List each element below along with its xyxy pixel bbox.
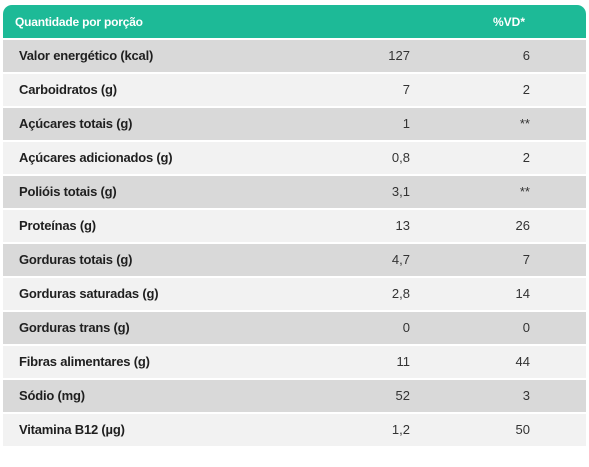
table-row: Vitamina B12 (µg) 1,2 50 bbox=[3, 412, 586, 446]
table-header: Quantidade por porção %VD* bbox=[3, 5, 586, 38]
nutrient-quantity: 11 bbox=[396, 354, 411, 369]
nutrient-daily-value: 44 bbox=[515, 354, 530, 369]
nutrient-name: Valor energético (kcal) bbox=[19, 48, 154, 63]
nutrient-quantity: 0 bbox=[402, 320, 410, 335]
table-row: Gorduras trans (g) 0 0 bbox=[3, 310, 586, 344]
table-row: Carboidratos (g) 7 2 bbox=[3, 72, 586, 106]
table-row: Açúcares totais (g) 1 ** bbox=[3, 106, 586, 140]
nutrient-name: Proteínas (g) bbox=[19, 218, 96, 233]
nutrient-daily-value: ** bbox=[519, 184, 530, 199]
nutrient-name: Carboidratos (g) bbox=[19, 82, 117, 97]
nutrient-daily-value: 6 bbox=[522, 48, 530, 63]
nutrient-quantity: 3,1 bbox=[391, 184, 410, 199]
nutrient-daily-value: 14 bbox=[515, 286, 530, 301]
nutrient-name: Gorduras totais (g) bbox=[19, 252, 133, 267]
nutrient-name: Vitamina B12 (µg) bbox=[19, 422, 125, 437]
nutrient-name: Fibras alimentares (g) bbox=[19, 354, 150, 369]
nutrition-table: Quantidade por porção %VD* Valor energét… bbox=[3, 5, 586, 446]
table-row: Açúcares adicionados (g) 0,8 2 bbox=[3, 140, 586, 174]
nutrient-quantity: 127 bbox=[388, 48, 410, 63]
nutrient-daily-value: ** bbox=[519, 116, 530, 131]
table-row: Valor energético (kcal) 127 6 bbox=[3, 38, 586, 72]
nutrient-daily-value: 26 bbox=[515, 218, 530, 233]
nutrient-quantity: 0,8 bbox=[391, 150, 410, 165]
nutrient-daily-value: 3 bbox=[522, 388, 530, 403]
nutrient-quantity: 13 bbox=[395, 218, 410, 233]
nutrient-quantity: 7 bbox=[402, 82, 410, 97]
table-row: Gorduras totais (g) 4,7 7 bbox=[3, 242, 586, 276]
nutrient-name: Açúcares adicionados (g) bbox=[19, 150, 173, 165]
nutrient-daily-value: 2 bbox=[522, 82, 530, 97]
table-row: Sódio (mg) 52 3 bbox=[3, 378, 586, 412]
table-row: Polióis totais (g) 3,1 ** bbox=[3, 174, 586, 208]
header-portion-label: Quantidade por porção bbox=[15, 15, 143, 29]
nutrient-quantity: 1,2 bbox=[391, 422, 410, 437]
nutrient-daily-value: 50 bbox=[515, 422, 530, 437]
nutrient-daily-value: 7 bbox=[522, 252, 530, 267]
nutrient-quantity: 1 bbox=[402, 116, 410, 131]
nutrient-daily-value: 2 bbox=[522, 150, 530, 165]
nutrient-name: Polióis totais (g) bbox=[19, 184, 117, 199]
table-row: Proteínas (g) 13 26 bbox=[3, 208, 586, 242]
header-daily-value-label: %VD* bbox=[493, 15, 526, 29]
nutrient-daily-value: 0 bbox=[522, 320, 530, 335]
nutrient-quantity: 4,7 bbox=[391, 252, 410, 267]
table-row: Gorduras saturadas (g) 2,8 14 bbox=[3, 276, 586, 310]
table-row: Fibras alimentares (g) 11 44 bbox=[3, 344, 586, 378]
nutrient-name: Gorduras saturadas (g) bbox=[19, 286, 159, 301]
nutrient-quantity: 52 bbox=[395, 388, 410, 403]
nutrient-quantity: 2,8 bbox=[391, 286, 410, 301]
nutrient-name: Sódio (mg) bbox=[19, 388, 85, 403]
nutrient-name: Gorduras trans (g) bbox=[19, 320, 130, 335]
nutrient-name: Açúcares totais (g) bbox=[19, 116, 133, 131]
